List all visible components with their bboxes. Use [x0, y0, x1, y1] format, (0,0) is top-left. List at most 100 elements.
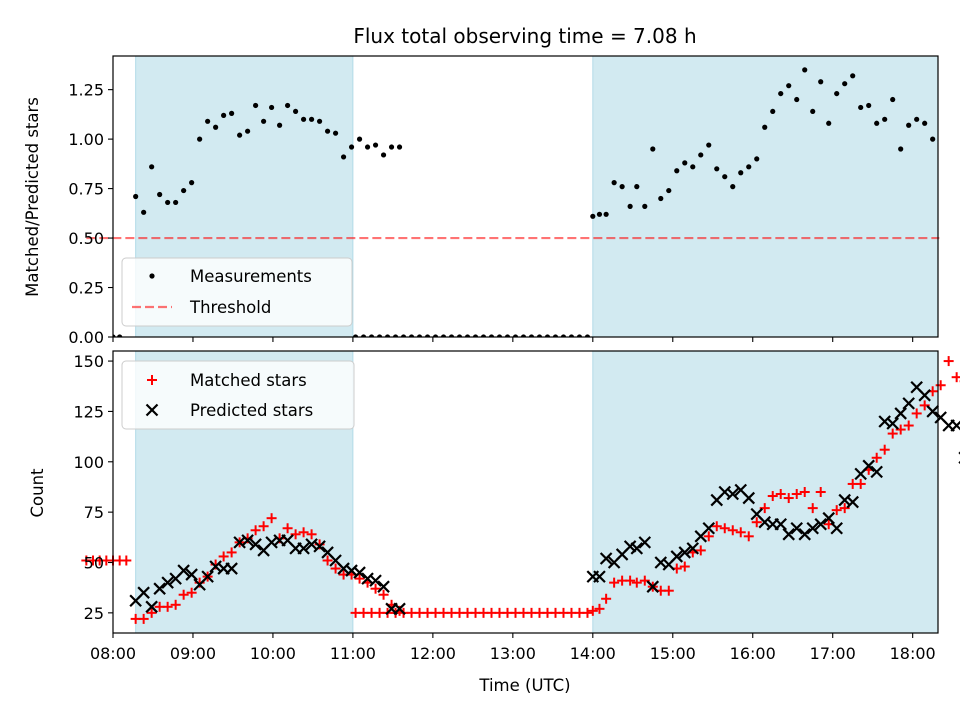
predicted-star-point — [393, 602, 406, 616]
matched-star-point — [609, 577, 620, 588]
measurement-point — [464, 334, 471, 337]
measurement-point — [520, 334, 527, 337]
predicted-star-point — [822, 511, 835, 525]
measurement-point — [568, 334, 575, 337]
measurement-point — [448, 334, 455, 337]
matched-star-point — [743, 531, 754, 542]
measurement-point — [770, 108, 776, 115]
predicted-star-point — [249, 538, 262, 551]
predicted-star-point — [806, 521, 819, 535]
shaded-interval — [592, 56, 938, 337]
y-tick-label: 1.25 — [68, 81, 104, 100]
measurement-point — [376, 334, 383, 337]
predicted-star-point — [886, 417, 899, 430]
legend-predicted-label: Predicted stars — [190, 401, 313, 420]
measurement-point — [690, 164, 696, 170]
measurement-point — [786, 83, 792, 89]
predicted-star-point — [185, 568, 198, 581]
matched-star-point — [266, 513, 277, 524]
measurement-point — [456, 334, 463, 337]
measurement-point — [810, 108, 816, 115]
x-tick-label: 17:00 — [810, 644, 856, 663]
measurement-point — [392, 334, 399, 337]
predicted-star-point — [241, 534, 254, 547]
top-axes-frame — [112, 55, 939, 338]
x-tick-label: 18:00 — [890, 644, 936, 663]
measurement-point — [356, 136, 363, 142]
x-axis-label: Time (UTC) — [478, 676, 570, 695]
x-tick-label: 09:00 — [170, 644, 216, 663]
measurement-point — [746, 164, 752, 170]
measurement-point — [384, 334, 391, 337]
matched-star-point — [282, 523, 293, 534]
x-tick-label: 08:00 — [90, 644, 136, 663]
predicted-star-point — [830, 521, 843, 535]
matched-star-point — [831, 505, 842, 516]
measurement-point — [560, 334, 567, 337]
measurement-point — [284, 102, 291, 109]
shaded-interval — [592, 351, 938, 633]
legend-measurements-label: Measurements — [190, 267, 312, 286]
matched-star-point — [587, 605, 598, 616]
matched-star-point — [679, 561, 690, 572]
matched-star-point — [322, 555, 333, 566]
measurement-point — [536, 334, 543, 337]
predicted-star-point — [918, 389, 931, 402]
measurement-point — [698, 152, 704, 158]
top-y-axis-label: Matched/Predicted stars — [23, 97, 42, 297]
predicted-star-point — [646, 580, 660, 593]
measurement-point — [308, 116, 315, 122]
measurement-point — [245, 128, 251, 134]
x-tick-label: 10:00 — [250, 644, 296, 663]
top-panel: 0.00 0.25 0.50 0.75 1.00 1.25 Matched/Predict… — [23, 55, 940, 347]
y-tick-label: 100 — [73, 453, 104, 472]
y-tick-label: 0.00 — [68, 328, 104, 347]
top-x-ticks — [112, 337, 914, 342]
measurement-point — [930, 136, 936, 142]
measurement-point — [440, 334, 447, 337]
matched-star-point — [250, 525, 261, 536]
measurement-point — [205, 118, 211, 124]
measurement-point — [197, 136, 203, 142]
measurement-point — [253, 102, 259, 109]
matched-star-point — [378, 589, 389, 600]
top-shaded-intervals — [135, 56, 938, 337]
measurement-point — [627, 203, 633, 209]
top-legend: Measurements Threshold — [121, 257, 353, 327]
measurement-point — [360, 334, 367, 337]
measurement-point — [292, 108, 299, 115]
measurement-point — [738, 170, 744, 176]
measurement-point — [117, 334, 123, 337]
legend-predicted-marker — [145, 403, 159, 417]
measurement-point — [229, 110, 235, 116]
measurement-point — [408, 334, 415, 337]
measurement-point — [213, 124, 219, 130]
predicted-star-point — [870, 465, 883, 479]
matched-star-point — [582, 607, 593, 618]
measurement-point — [388, 144, 395, 150]
bottom-y-axis-label: Count — [28, 468, 47, 518]
matched-star-point — [783, 493, 794, 504]
y-tick-label: 75 — [84, 503, 104, 522]
measurement-point — [802, 67, 808, 73]
predicted-star-point — [153, 582, 166, 595]
matched-star-point — [138, 613, 149, 624]
predicted-star-point — [678, 546, 692, 559]
predicted-star-point — [742, 491, 756, 505]
matched-star-point — [330, 563, 341, 574]
matched-star-point — [751, 517, 762, 528]
measurement-points — [113, 67, 936, 337]
measurement-point — [181, 187, 187, 194]
y-tick-label: 1.00 — [68, 130, 104, 149]
measurement-point — [890, 96, 896, 103]
predicted-star-point — [950, 419, 960, 432]
measurement-point — [714, 166, 720, 172]
predicted-star-point — [145, 600, 158, 614]
matched-star-point — [601, 593, 612, 604]
predicted-star-point — [201, 570, 214, 583]
measurement-point — [472, 334, 479, 337]
matched-star-point — [625, 575, 636, 586]
measurement-point — [528, 334, 535, 337]
measurement-point — [634, 184, 640, 190]
matched-star-point — [186, 587, 197, 598]
